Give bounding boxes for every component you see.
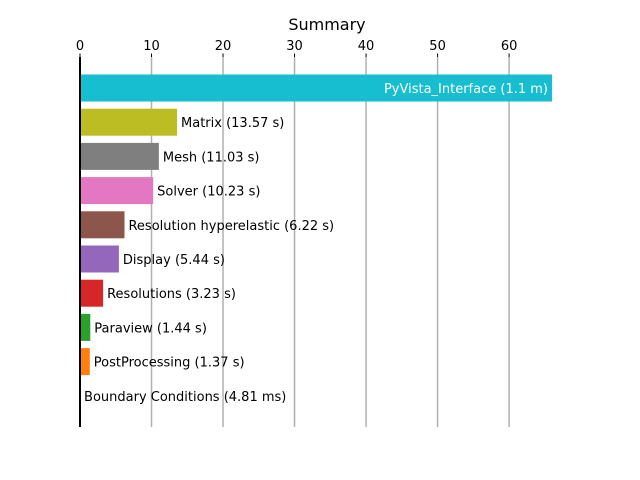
bar-label-postprocessing: PostProcessing (1.37 s) (94, 356, 245, 371)
bar-matrix (80, 108, 178, 136)
x-tick-label-40: 40 (358, 39, 375, 54)
bar-label-mesh: Mesh (11.03 s) (163, 150, 260, 165)
bar-paraview (80, 313, 91, 341)
bar-postprocessing (80, 348, 90, 376)
bar-label-resolutions: Resolutions (3.23 s) (107, 287, 236, 302)
bar-label-display: Display (5.44 s) (123, 253, 225, 268)
x-axis-ticks: 0 10 20 30 40 50 60 (76, 39, 518, 57)
bar-solver (80, 177, 154, 205)
x-tick-label-30: 30 (286, 39, 303, 54)
bar-resolution-hyperelastic (80, 211, 125, 239)
bar-label-matrix: Matrix (13.57 s) (181, 116, 284, 131)
x-tick-label-0: 0 (76, 39, 84, 54)
grid-lines (150, 57, 510, 427)
bar-labels: PyVista_Interface (1.1 m) Matrix (13.57 s… (84, 82, 548, 405)
bar-label-solver: Solver (10.23 s) (157, 185, 260, 200)
bar-label-boundary-conditions: Boundary Conditions (4.81 ms) (84, 390, 286, 405)
bar-label-pyvista-interface: PyVista_Interface (1.1 m) (384, 82, 548, 97)
bar-mesh (80, 142, 159, 170)
x-tick-label-50: 50 (429, 39, 446, 54)
bar-resolutions (80, 279, 104, 307)
x-tick-label-60: 60 (501, 39, 518, 54)
bar-display (80, 245, 119, 273)
x-tick-label-10: 10 (143, 39, 160, 54)
bar-label-resolution-hyperelastic: Resolution hyperelastic (6.22 s) (128, 219, 334, 234)
bars (80, 74, 552, 410)
x-tick-label-20: 20 (215, 39, 232, 54)
bar-pyvista-interface (80, 74, 552, 102)
chart-title: Summary (288, 15, 365, 34)
bar-label-paraview: Paraview (1.44 s) (94, 321, 207, 336)
